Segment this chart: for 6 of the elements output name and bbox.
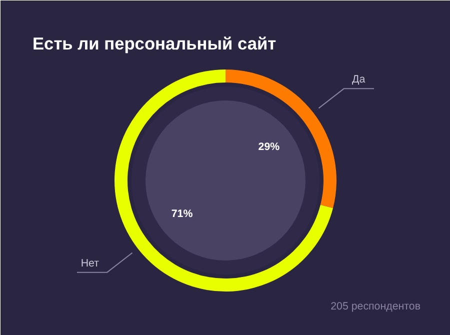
- chart-title: Есть ли персональный сайт: [32, 34, 276, 54]
- text: 205 респондентов: [330, 300, 421, 312]
- slice-label: Нет: [80, 257, 100, 270]
- data-label: 29%: [258, 140, 280, 153]
- slice-label: Да: [352, 74, 366, 86]
- data-label: 71%: [171, 208, 194, 220]
